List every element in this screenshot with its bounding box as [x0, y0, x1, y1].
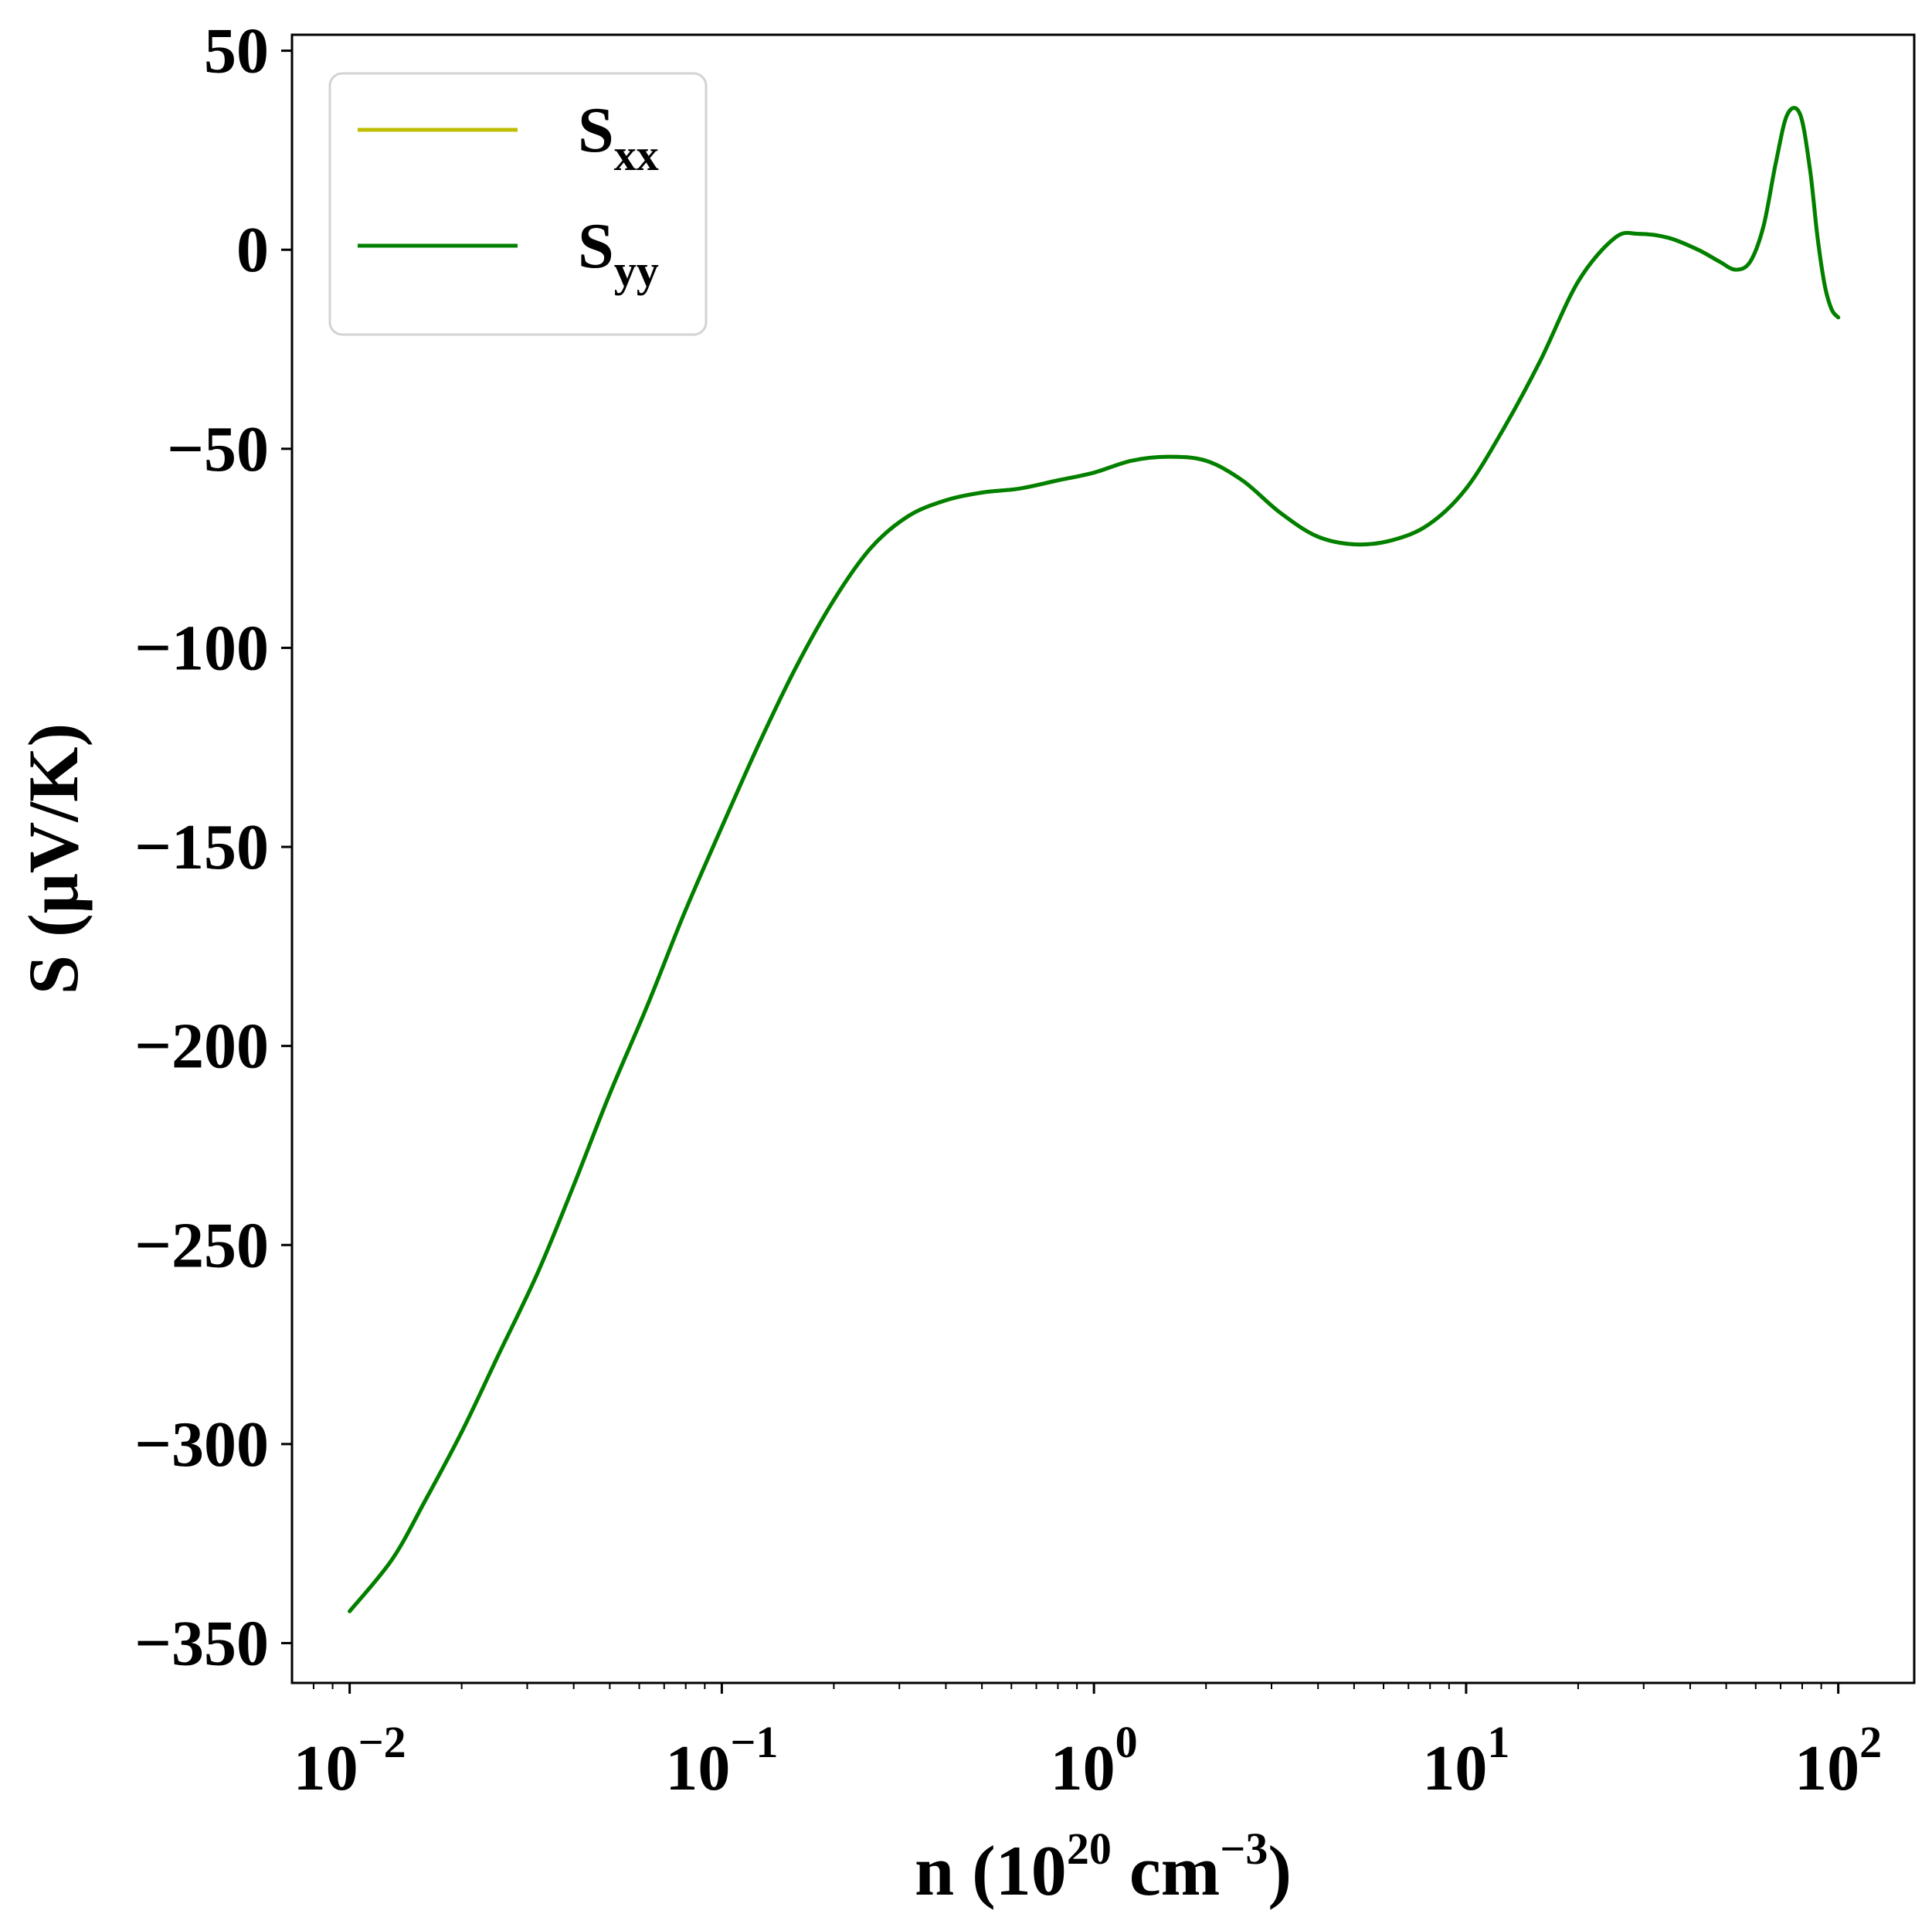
y-tick-label: −250 — [134, 1209, 269, 1281]
plot-frame — [290, 33, 1916, 1684]
x-axis: 10−2 10−1 100 101 102 — [294, 1683, 1882, 1804]
y-axis-title: S (μV/K) — [14, 723, 93, 994]
y-tick-label: −50 — [167, 413, 269, 485]
x-axis-title: n (1020 cm−3) — [915, 1824, 1292, 1910]
y-tick-label: −300 — [134, 1409, 269, 1480]
legend-label-syy-base: S — [578, 210, 614, 282]
y-tick-label: 0 — [236, 214, 269, 286]
y-tick-label: −200 — [134, 1011, 269, 1083]
x-title-base: n (10 — [915, 1831, 1067, 1910]
x-tick-label: 100 — [1051, 1717, 1138, 1804]
x-tick-label: 10−2 — [294, 1717, 406, 1804]
y-tick-label: −150 — [134, 811, 269, 883]
series-line-syy — [348, 106, 1841, 1613]
x-title-sup2: −3 — [1220, 1824, 1268, 1874]
x-tick-label: 10−1 — [665, 1717, 778, 1804]
x-title-end: ) — [1268, 1831, 1292, 1910]
legend-label-sxx-sub: xx — [614, 130, 659, 180]
series-layer — [348, 106, 1841, 1613]
x-tick-label: 102 — [1794, 1717, 1882, 1804]
legend-box — [328, 72, 708, 336]
x-title-sup1: 20 — [1067, 1824, 1112, 1874]
legend-label-sxx-base: S — [578, 94, 614, 166]
x-title-mid: cm — [1112, 1831, 1220, 1910]
y-axis: 50 0 −50 −100 −150 −200 −250 −300 −350 — [134, 15, 292, 1679]
y-tick-label: 50 — [204, 15, 269, 87]
legend-label-syy-sub: yy — [614, 246, 659, 296]
x-tick-label: 101 — [1422, 1717, 1509, 1804]
legend-label-syy: Syy — [578, 210, 659, 296]
y-tick-label: −350 — [134, 1607, 269, 1679]
y-tick-label: −100 — [134, 612, 269, 684]
legend-label-sxx: Sxx — [578, 94, 659, 180]
legend: Sxx Syy — [328, 72, 708, 336]
